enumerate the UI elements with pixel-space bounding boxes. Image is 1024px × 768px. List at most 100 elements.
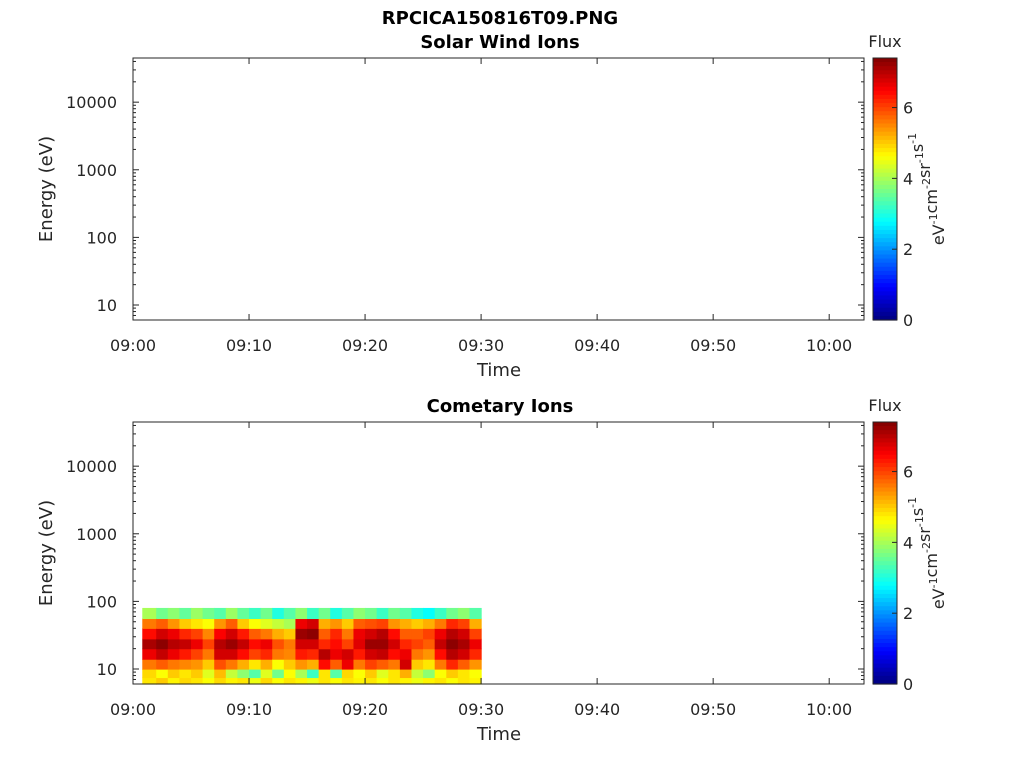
colorbar-segment xyxy=(873,66,897,71)
heatmap-cells xyxy=(142,607,482,685)
heatmap-cell xyxy=(341,677,355,685)
x-ticks: 09:00 09:10 09:20 09:30 09:40 09:50 10:00 xyxy=(110,422,852,719)
colorbar-segment xyxy=(873,115,897,120)
colorbar-segment xyxy=(873,512,897,517)
heatmap-cell xyxy=(191,607,204,620)
colorbar-segment xyxy=(873,553,897,558)
colorbar: 0 2 4 6 xyxy=(872,57,913,330)
heatmap-cell xyxy=(202,618,215,629)
heatmap-cell xyxy=(225,638,239,650)
colorbar-segment xyxy=(873,454,897,460)
y-tick-label: 100 xyxy=(86,592,117,611)
heatmap-cell xyxy=(260,607,273,620)
heatmap-cell xyxy=(272,669,285,679)
heatmap-cell xyxy=(307,669,320,679)
heatmap-cell xyxy=(260,648,273,660)
heatmap-cell xyxy=(330,648,343,660)
colorbar-segment xyxy=(873,573,897,579)
x-axis-label: Time xyxy=(476,724,521,745)
y-tick-label: 1000 xyxy=(76,161,117,180)
heatmap-cell xyxy=(341,659,355,670)
colorbar-segment xyxy=(873,434,897,439)
colorbar-segment xyxy=(873,103,897,108)
heatmap-cell xyxy=(399,628,413,640)
heatmap-cell xyxy=(307,628,320,640)
heatmap-cell xyxy=(353,628,366,640)
heatmap-cell xyxy=(434,677,447,685)
y-tick-label: 10000 xyxy=(66,457,117,476)
heatmap-cell xyxy=(156,659,169,670)
colorbar-segment xyxy=(873,303,897,309)
colorbar-segment xyxy=(873,139,897,145)
heatmap-cell xyxy=(434,669,447,679)
heatmap-cell xyxy=(214,659,227,670)
x-tick-label: 09:20 xyxy=(342,336,388,355)
heatmap-cell xyxy=(249,659,262,670)
y-ticks: 10 100 1000 10000 xyxy=(66,60,864,321)
colorbar-segment xyxy=(873,442,897,448)
heatmap-cell xyxy=(191,669,204,679)
colorbar-frame xyxy=(872,57,898,321)
colorbar-segment xyxy=(873,299,897,305)
colorbar-segment xyxy=(873,446,897,452)
heatmap-cell xyxy=(365,677,378,685)
colorbar-segment xyxy=(873,111,897,116)
heatmap-cell xyxy=(365,648,378,660)
heatmap-cell xyxy=(376,659,389,670)
colorbar-segment xyxy=(873,193,897,198)
heatmap-cell xyxy=(272,677,285,685)
heatmap-cell xyxy=(214,638,227,650)
colorbar-segment xyxy=(873,291,897,297)
heatmap-cell xyxy=(353,638,366,650)
heatmap-cell xyxy=(167,677,181,685)
figure-title: RPCICA150816T09.PNG xyxy=(382,8,618,29)
heatmap-cell xyxy=(167,607,181,620)
colorbar-segment xyxy=(873,180,897,186)
colorbar-segment xyxy=(873,520,897,525)
colorbar-tick-label: 4 xyxy=(903,533,913,552)
colorbar-segment xyxy=(873,86,897,92)
heatmap-cell xyxy=(388,628,401,640)
heatmap-cell xyxy=(399,677,413,685)
heatmap-cell xyxy=(469,638,482,650)
x-tick-label: 09:00 xyxy=(110,336,156,355)
plot-area xyxy=(132,57,865,321)
heatmap-cell xyxy=(399,638,413,650)
heatmap-cell xyxy=(179,659,192,670)
heatmap-cell xyxy=(237,607,250,620)
unit-exponent: -1 xyxy=(906,133,919,144)
heatmap-cell xyxy=(318,648,331,660)
heatmap-cell xyxy=(237,659,250,670)
heatmap-cell xyxy=(341,628,355,640)
unit-base: sr xyxy=(915,163,934,178)
colorbar-segment xyxy=(873,581,897,587)
heatmap-cell xyxy=(156,628,169,640)
heatmap-cell xyxy=(283,669,297,679)
heatmap-cell xyxy=(156,607,169,620)
heatmap-cell xyxy=(446,607,459,620)
unit-exponent: -1 xyxy=(913,516,926,527)
colorbar-segment xyxy=(873,569,897,575)
colorbar-segment xyxy=(873,213,897,219)
heatmap-cell xyxy=(295,638,308,650)
colorbar-segment xyxy=(873,598,897,603)
colorbar-segment xyxy=(873,663,897,669)
heatmap-cell xyxy=(272,659,285,670)
heatmap-cell xyxy=(179,618,192,629)
heatmap-cell xyxy=(457,669,471,679)
heatmap-cell xyxy=(283,628,297,640)
y-tick-label: 1000 xyxy=(76,525,117,544)
colorbar-segment xyxy=(873,160,897,166)
heatmap-cell xyxy=(156,648,169,660)
heatmap-cell xyxy=(434,648,447,660)
colorbar-segment xyxy=(873,585,897,591)
colorbar-segment xyxy=(873,287,897,292)
heatmap-cell xyxy=(353,607,366,620)
colorbar-segment xyxy=(873,471,897,476)
heatmap-cell xyxy=(237,638,250,650)
heatmap-cell xyxy=(237,669,250,679)
heatmap-cell xyxy=(399,659,413,670)
colorbar-segment xyxy=(873,274,897,280)
colorbar-segment xyxy=(873,62,897,67)
colorbar-segment xyxy=(873,634,897,640)
